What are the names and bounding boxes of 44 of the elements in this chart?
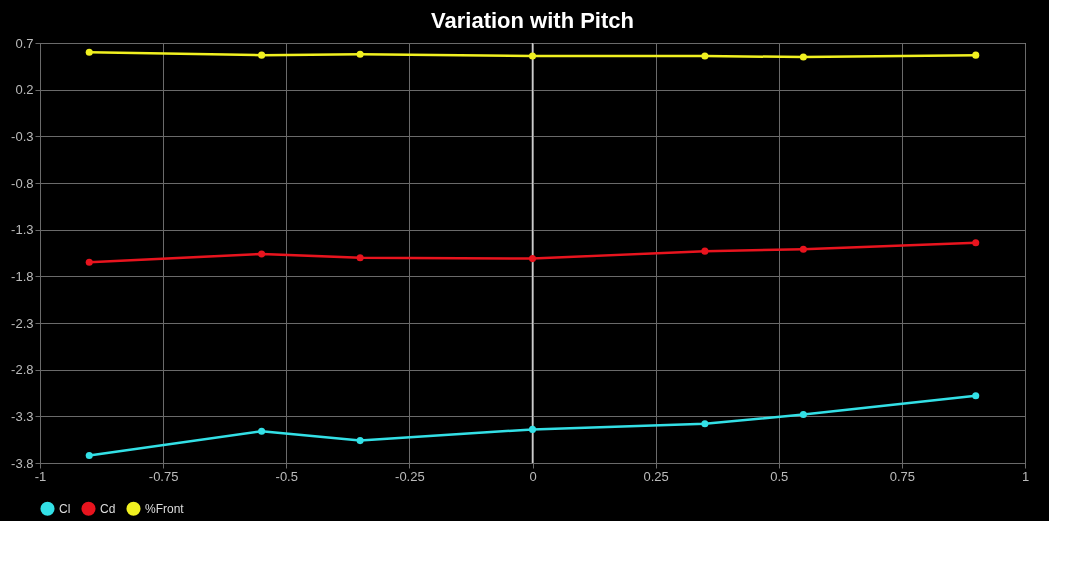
point — [258, 250, 266, 258]
point — [85, 452, 93, 460]
point — [972, 392, 980, 400]
x-tick-label: 0 — [529, 468, 537, 484]
y-tick-label: -1.8 — [11, 268, 34, 284]
point — [701, 52, 709, 60]
point — [528, 425, 537, 433]
point — [972, 51, 980, 59]
y-tick-label: -0.8 — [11, 175, 34, 191]
point — [356, 437, 364, 445]
legend-label: Cl — [59, 501, 71, 516]
chart-title: Variation with Pitch — [431, 8, 634, 33]
y-tick-label: -0.3 — [11, 128, 34, 144]
point — [85, 258, 93, 266]
y-tick-label: -3.3 — [11, 408, 34, 424]
x-tick-label: -0.75 — [148, 468, 179, 484]
legend-label: Cd — [100, 501, 116, 516]
x-tick-label: 1 — [1021, 468, 1030, 484]
point — [528, 52, 537, 60]
x-tick-label: 0.75 — [889, 468, 916, 484]
point — [528, 255, 537, 263]
y-tick-label: -2.8 — [11, 362, 34, 378]
point — [258, 51, 266, 59]
point — [799, 245, 807, 253]
legend-label: %Front — [145, 501, 185, 516]
point — [799, 410, 807, 418]
point — [799, 53, 807, 61]
y-tick-label: 0.7 — [15, 35, 34, 51]
x-tick-label: -0.5 — [275, 468, 298, 484]
point — [356, 50, 364, 58]
y-tick-label: -2.3 — [11, 315, 34, 331]
y-tick-label: -3.8 — [11, 455, 34, 471]
point — [972, 239, 980, 247]
y-tick-label: 0.2 — [15, 82, 34, 98]
point — [258, 427, 266, 435]
point — [701, 420, 709, 428]
point — [85, 48, 93, 56]
y-tick-label: -1.3 — [11, 222, 34, 238]
x-tick-label: -0.25 — [395, 468, 425, 484]
point — [356, 254, 364, 262]
x-tick-label: -1 — [34, 468, 47, 484]
x-tick-label: 0.25 — [643, 468, 669, 484]
point — [701, 247, 709, 255]
x-tick-label: 0.5 — [770, 468, 789, 484]
